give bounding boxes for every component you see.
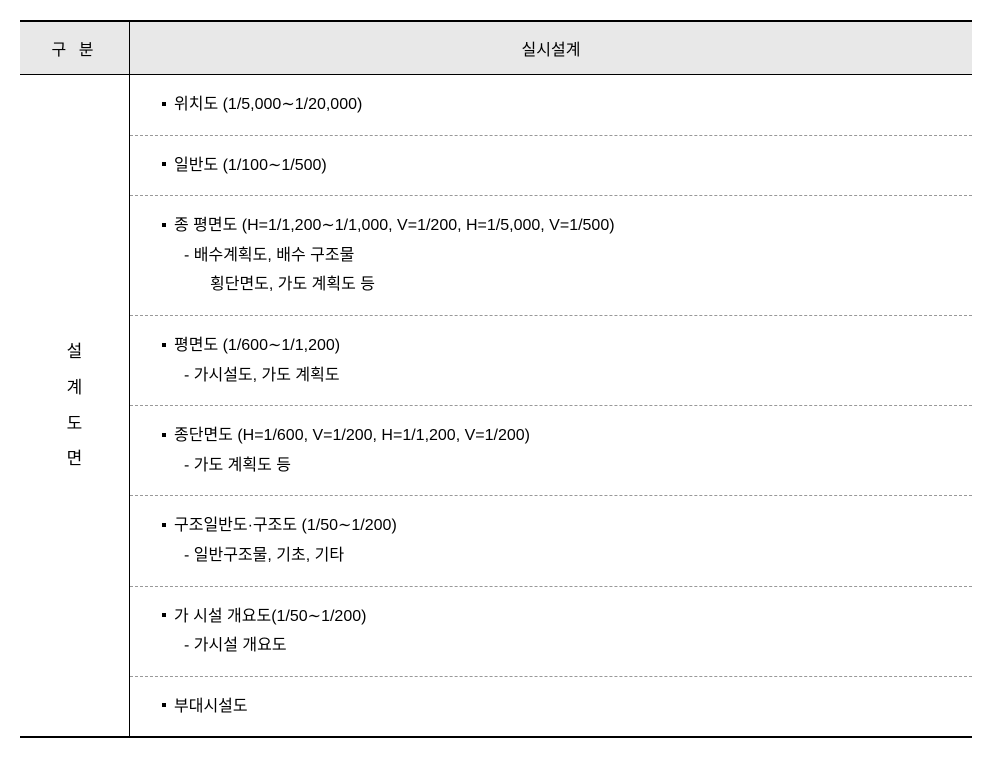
- item-main-line: 평면도 (1/600∼1/1,200): [162, 331, 948, 361]
- content-item-5: 구조일반도·구조도 (1/50∼1/200) - 일반구조물, 기초, 기타: [130, 496, 972, 586]
- item-main-text: 구조일반도·구조도 (1/50∼1/200): [174, 517, 397, 534]
- side-char-3: 도: [67, 414, 83, 433]
- item-main-line: 일반도 (1/100∼1/500): [162, 151, 948, 181]
- bullet-icon: [162, 433, 166, 437]
- item-main-line: 종단면도 (H=1/600, V=1/200, H=1/1,200, V=1/2…: [162, 421, 948, 451]
- header-design: 실시설계: [130, 22, 972, 74]
- bullet-icon: [162, 523, 166, 527]
- item-sub-line: 횡단면도, 가도 계획도 등: [162, 270, 948, 300]
- bullet-icon: [162, 223, 166, 227]
- content-item-2: 종 평면도 (H=1/1,200∼1/1,000, V=1/200, H=1/5…: [130, 196, 972, 316]
- content-item-1: 일반도 (1/100∼1/500): [130, 136, 972, 197]
- item-main-line: 가 시설 개요도(1/50∼1/200): [162, 602, 948, 632]
- item-main-line: 부대시설도: [162, 692, 948, 722]
- content-item-3: 평면도 (1/600∼1/1,200) - 가시설도, 가도 계획도: [130, 316, 972, 406]
- item-sub-line: - 가시설 개요도: [162, 631, 948, 661]
- item-main-text: 일반도 (1/100∼1/500): [174, 157, 327, 174]
- bullet-icon: [162, 613, 166, 617]
- item-main-text: 종단면도 (H=1/600, V=1/200, H=1/1,200, V=1/2…: [174, 427, 530, 444]
- side-char-4: 면: [67, 449, 83, 468]
- design-table: 구 분 실시설계 설 계 도 면 위치도 (1/5,000∼1/20,000) …: [20, 20, 972, 738]
- content-item-6: 가 시설 개요도(1/50∼1/200) - 가시설 개요도: [130, 587, 972, 677]
- table-body-row: 설 계 도 면 위치도 (1/5,000∼1/20,000) 일반도 (1/10…: [20, 75, 972, 736]
- content-item-4: 종단면도 (H=1/600, V=1/200, H=1/1,200, V=1/2…: [130, 406, 972, 496]
- content-item-7: 부대시설도: [130, 677, 972, 737]
- item-sub-line: - 배수계획도, 배수 구조물: [162, 241, 948, 271]
- item-sub-line: - 가시설도, 가도 계획도: [162, 361, 948, 391]
- side-category-cell: 설 계 도 면: [20, 75, 130, 736]
- item-main-text: 종 평면도 (H=1/1,200∼1/1,000, V=1/200, H=1/5…: [174, 217, 615, 234]
- side-char-2: 계: [67, 378, 83, 397]
- item-main-line: 구조일반도·구조도 (1/50∼1/200): [162, 511, 948, 541]
- bullet-icon: [162, 162, 166, 166]
- bullet-icon: [162, 703, 166, 707]
- item-main-text: 가 시설 개요도(1/50∼1/200): [174, 608, 366, 625]
- item-sub-line: - 가도 계획도 등: [162, 451, 948, 481]
- item-main-line: 위치도 (1/5,000∼1/20,000): [162, 90, 948, 120]
- side-category-text: 설 계 도 면: [67, 334, 83, 477]
- item-main-line: 종 평면도 (H=1/1,200∼1/1,000, V=1/200, H=1/5…: [162, 211, 948, 241]
- side-char-1: 설: [67, 342, 83, 361]
- item-main-text: 부대시설도: [174, 698, 248, 715]
- item-main-text: 위치도 (1/5,000∼1/20,000): [174, 96, 362, 113]
- bullet-icon: [162, 343, 166, 347]
- table-header-row: 구 분 실시설계: [20, 22, 972, 75]
- content-cell: 위치도 (1/5,000∼1/20,000) 일반도 (1/100∼1/500)…: [130, 75, 972, 736]
- bullet-icon: [162, 102, 166, 106]
- item-sub-line: - 일반구조물, 기초, 기타: [162, 541, 948, 571]
- header-category: 구 분: [20, 22, 130, 74]
- item-main-text: 평면도 (1/600∼1/1,200): [174, 337, 340, 354]
- content-item-0: 위치도 (1/5,000∼1/20,000): [130, 75, 972, 136]
